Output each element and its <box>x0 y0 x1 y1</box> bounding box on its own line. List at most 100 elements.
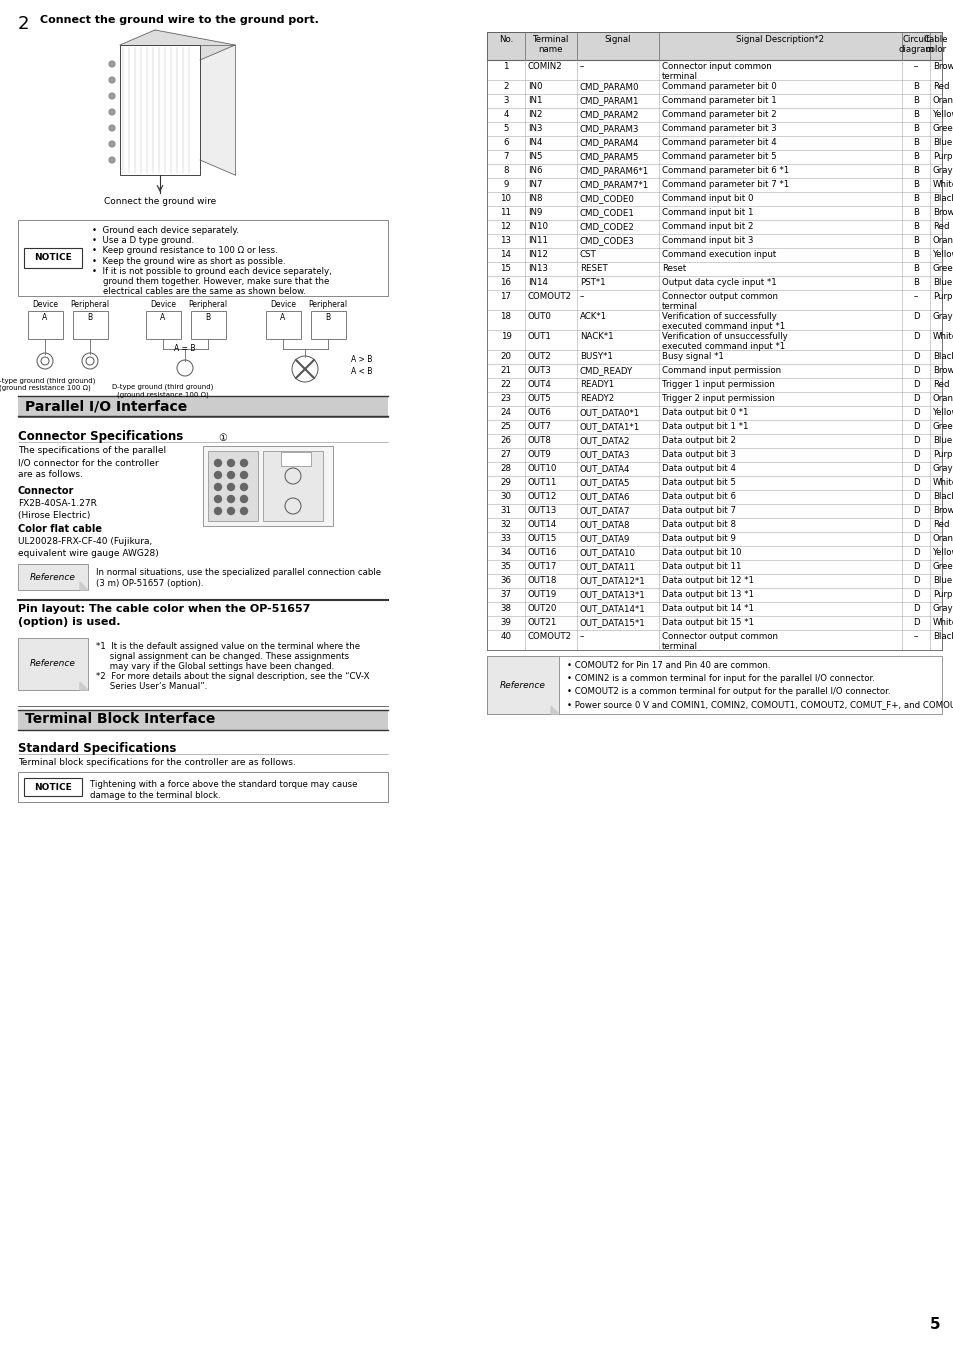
Text: OUT_DATA9: OUT_DATA9 <box>579 535 630 543</box>
Bar <box>18 772 388 802</box>
Bar <box>486 532 941 545</box>
Text: *2  For more details about the signal description, see the “CV-X: *2 For more details about the signal des… <box>96 672 369 680</box>
Bar <box>486 589 941 602</box>
Text: CMD_PARAM3: CMD_PARAM3 <box>579 124 639 134</box>
Text: –: – <box>913 62 917 72</box>
Circle shape <box>109 157 115 163</box>
Text: OUT2: OUT2 <box>527 352 551 360</box>
Circle shape <box>240 483 247 490</box>
Text: (3 m) OP-51657 (option).: (3 m) OP-51657 (option). <box>96 579 203 589</box>
Text: 1: 1 <box>503 62 508 72</box>
Bar <box>486 136 941 150</box>
Circle shape <box>214 508 221 514</box>
Text: 8: 8 <box>503 166 508 176</box>
Text: Purple: Purple <box>932 590 953 599</box>
Text: Data output bit 10: Data output bit 10 <box>661 548 740 558</box>
Bar <box>486 59 941 80</box>
Bar <box>486 477 941 490</box>
Bar <box>28 310 63 339</box>
Text: OUT15: OUT15 <box>527 535 557 543</box>
Text: Connect the ground wire to the ground port.: Connect the ground wire to the ground po… <box>40 15 318 26</box>
Text: Orange: Orange <box>932 535 953 543</box>
Text: *1  It is the default assigned value on the terminal where the: *1 It is the default assigned value on t… <box>96 643 359 651</box>
Text: OUT_DATA3: OUT_DATA3 <box>579 450 630 459</box>
Text: COMOUT2: COMOUT2 <box>527 292 572 301</box>
Text: CMD_CODE0: CMD_CODE0 <box>579 194 634 202</box>
Text: 7: 7 <box>503 153 508 161</box>
Text: Red: Red <box>932 379 948 389</box>
Text: CMD_CODE1: CMD_CODE1 <box>579 208 634 217</box>
Text: OUT_DATA12*1: OUT_DATA12*1 <box>579 576 645 585</box>
Text: I/O connector for the controller: I/O connector for the controller <box>18 458 158 467</box>
Text: IN13: IN13 <box>527 265 547 273</box>
Bar <box>486 630 941 649</box>
Text: 17: 17 <box>500 292 511 301</box>
Text: Reference: Reference <box>30 572 76 582</box>
Text: Trigger 2 input permission: Trigger 2 input permission <box>661 394 774 404</box>
Text: CMD_READY: CMD_READY <box>579 366 633 375</box>
Text: OUT_DATA7: OUT_DATA7 <box>579 506 630 514</box>
Text: Command input permission: Command input permission <box>661 366 781 375</box>
Polygon shape <box>551 706 558 714</box>
Text: Gray: Gray <box>932 166 953 176</box>
Text: •  Ground each device separately.: • Ground each device separately. <box>91 225 238 235</box>
Text: Blue: Blue <box>932 138 951 147</box>
Text: Green: Green <box>932 562 953 571</box>
Bar <box>73 310 108 339</box>
Text: •  Keep ground resistance to 100 Ω or less.: • Keep ground resistance to 100 Ω or les… <box>91 247 277 255</box>
Text: Data output bit 13 *1: Data output bit 13 *1 <box>661 590 753 599</box>
Text: –: – <box>579 62 584 72</box>
Text: IN1: IN1 <box>527 96 542 105</box>
Bar <box>486 378 941 392</box>
Text: Signal: Signal <box>604 35 631 45</box>
Text: In normal situations, use the specialized parallel connection cable: In normal situations, use the specialize… <box>96 568 381 576</box>
Text: D: D <box>912 379 919 389</box>
Text: OUT_DATA13*1: OUT_DATA13*1 <box>579 590 645 599</box>
Text: Data output bit 0 *1: Data output bit 0 *1 <box>661 408 748 417</box>
Text: Gray: Gray <box>932 603 953 613</box>
Text: Red: Red <box>932 221 948 231</box>
Bar <box>146 310 181 339</box>
Text: IN4: IN4 <box>527 138 542 147</box>
Text: B: B <box>912 109 918 119</box>
Text: 3: 3 <box>503 96 508 105</box>
Text: 18: 18 <box>500 312 511 321</box>
Text: D: D <box>912 520 919 529</box>
Bar <box>263 451 323 521</box>
Text: –: – <box>579 632 584 641</box>
Bar <box>486 518 941 532</box>
Polygon shape <box>200 45 234 176</box>
Text: OUT8: OUT8 <box>527 436 551 446</box>
Text: OUT_DATA10: OUT_DATA10 <box>579 548 636 558</box>
Text: Command parameter bit 7 *1: Command parameter bit 7 *1 <box>661 180 788 189</box>
Text: IN6: IN6 <box>527 166 542 176</box>
Text: 2: 2 <box>18 15 30 32</box>
Text: OUT12: OUT12 <box>527 491 557 501</box>
Text: 38: 38 <box>500 603 511 613</box>
Text: Command parameter bit 6 *1: Command parameter bit 6 *1 <box>661 166 788 176</box>
Text: D: D <box>912 548 919 558</box>
Text: Red: Red <box>932 82 948 90</box>
Text: (Hirose Electric): (Hirose Electric) <box>18 512 91 520</box>
Text: Data output bit 2: Data output bit 2 <box>661 436 735 446</box>
Text: 9: 9 <box>503 180 508 189</box>
Text: A: A <box>160 313 166 323</box>
Text: 29: 29 <box>500 478 511 487</box>
Text: 4: 4 <box>503 109 508 119</box>
Text: D: D <box>912 478 919 487</box>
Bar <box>486 602 941 616</box>
Text: 16: 16 <box>500 278 511 288</box>
Text: Peripheral: Peripheral <box>308 300 347 309</box>
Text: Terminal Block Interface: Terminal Block Interface <box>25 711 215 726</box>
Circle shape <box>214 495 221 502</box>
Bar <box>486 490 941 504</box>
Bar <box>486 574 941 589</box>
Text: Brown: Brown <box>932 208 953 217</box>
Text: D: D <box>912 590 919 599</box>
Text: B: B <box>912 153 918 161</box>
Text: 15: 15 <box>500 265 511 273</box>
Text: Connector Specifications: Connector Specifications <box>18 431 183 443</box>
Text: 32: 32 <box>500 520 511 529</box>
Bar <box>486 95 941 108</box>
Text: IN14: IN14 <box>527 278 547 288</box>
